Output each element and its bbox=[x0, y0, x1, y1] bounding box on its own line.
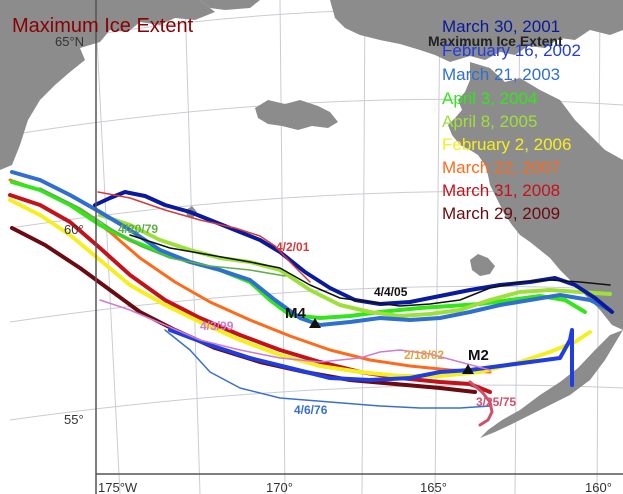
station-m2-marker bbox=[462, 364, 474, 374]
legend-entry-2009: March 29, 2009 bbox=[442, 204, 560, 223]
stations: M4 M2 bbox=[285, 305, 489, 374]
ice-edge-label-2001: 4/2/01 bbox=[276, 240, 310, 254]
legend-entry-2003: March 21, 2003 bbox=[442, 65, 560, 84]
station-m2-label: M2 bbox=[468, 347, 489, 364]
ak-peninsula bbox=[480, 330, 623, 438]
legend-entry-2001: March 30, 2001 bbox=[442, 17, 560, 36]
lat-label-55: 55° bbox=[64, 412, 84, 427]
meridian-175 bbox=[94, 0, 121, 494]
legend: Maximum Ice Extent March 30, 2001 Februa… bbox=[428, 17, 581, 223]
ice-edge-labels: 4/20/79 4/2/01 4/4/05 4/3/99 2/18/02 4/6… bbox=[118, 222, 516, 417]
legend-entry-2006: February 2, 2006 bbox=[442, 135, 571, 154]
nunivak-coast bbox=[448, 62, 623, 330]
meridian-165 bbox=[434, 0, 441, 494]
ice-edge-2005-hist bbox=[129, 234, 611, 307]
ice-edge-lines bbox=[8, 170, 614, 427]
meridian-170 bbox=[279, 0, 286, 494]
ice-edge-label-2005: 4/4/05 bbox=[374, 285, 408, 299]
ice-edge-2003 bbox=[10, 170, 612, 327]
map-title: Maximum Ice Extent bbox=[12, 15, 194, 37]
ice-edge-1979 bbox=[39, 187, 286, 277]
ice-edge-2008 bbox=[8, 193, 492, 394]
coordinate-labels: 65°N 60° 55° 175°W 170° 165° 160° bbox=[55, 34, 612, 494]
ice-edge-label-2002: 2/18/02 bbox=[404, 348, 444, 362]
ice-edge-label-1999: 4/3/99 bbox=[200, 319, 234, 333]
ice-edge-1976 bbox=[164, 329, 491, 409]
ice-edge-label-1979: 4/20/79 bbox=[118, 222, 158, 236]
ice-edge-label-1975: 3/25/75 bbox=[476, 395, 516, 409]
landmasses bbox=[0, 0, 623, 438]
ice-edge-2001-hist bbox=[97, 191, 311, 283]
st-lawrence-island bbox=[255, 100, 338, 130]
ice-edge-2002 bbox=[168, 328, 574, 387]
legend-entry-2004: April 3, 2004 bbox=[442, 89, 537, 108]
lat-label-65: 65°N bbox=[55, 34, 84, 49]
lon-label-170: 170° bbox=[266, 480, 293, 494]
chukotka-tip bbox=[200, 0, 260, 10]
ice-edge-2004 bbox=[10, 180, 587, 320]
lon-label-160: 160° bbox=[585, 480, 612, 494]
lon-label-165: 165° bbox=[420, 480, 447, 494]
legend-entry-2007: March 22, 2007 bbox=[442, 158, 560, 177]
nunivak-island bbox=[470, 254, 495, 276]
legend-entry-2005: April 8, 2005 bbox=[442, 112, 537, 131]
meridian-167 bbox=[361, 0, 366, 494]
ice-edge-2006 bbox=[8, 198, 592, 378]
ice-edge-1975 bbox=[468, 380, 494, 427]
meridian-172 bbox=[184, 0, 201, 494]
ice-edge-1999 bbox=[99, 299, 491, 371]
legend-entry-2008: March 31, 2008 bbox=[442, 181, 560, 200]
lon-label-175: 175°W bbox=[98, 480, 138, 494]
legend-header: Maximum Ice Extent bbox=[428, 33, 563, 49]
siberia-land bbox=[0, 0, 215, 170]
legend-entry-2002: February 16, 2002 bbox=[442, 41, 581, 60]
alaska-seward bbox=[330, 0, 623, 62]
ice-edge-2005 bbox=[98, 213, 612, 318]
station-m4-marker bbox=[309, 318, 321, 328]
parallel-55 bbox=[9, 384, 623, 421]
ice-edge-label-1976: 4/6/76 bbox=[294, 403, 328, 417]
station-m4-label: M4 bbox=[285, 305, 306, 322]
lat-label-60: 60° bbox=[64, 222, 84, 237]
map-frame bbox=[95, 0, 623, 494]
